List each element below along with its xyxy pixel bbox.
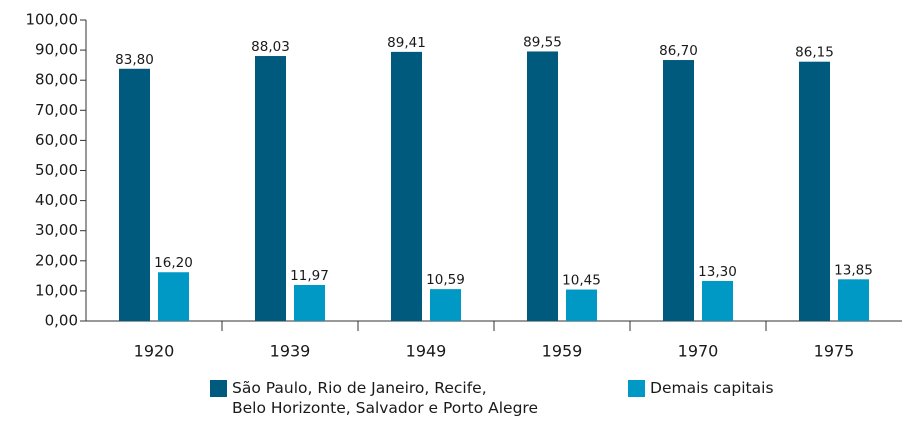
x-tick-label: 1949 bbox=[406, 342, 447, 361]
y-tick-label: 80,00 bbox=[35, 71, 78, 89]
value-label: 10,59 bbox=[426, 272, 465, 288]
bar bbox=[799, 61, 830, 321]
value-label: 83,80 bbox=[115, 52, 154, 68]
legend-item: São Paulo, Rio de Janeiro, Recife, Belo … bbox=[210, 378, 538, 418]
legend-swatch bbox=[628, 380, 646, 397]
x-tick-label: 1975 bbox=[814, 342, 855, 361]
bar bbox=[430, 289, 461, 321]
legend-swatch bbox=[210, 380, 227, 397]
x-tick-label: 1970 bbox=[678, 342, 719, 361]
bar bbox=[391, 51, 422, 321]
bar bbox=[527, 51, 558, 321]
legend: São Paulo, Rio de Janeiro, Recife, Belo … bbox=[210, 378, 774, 418]
y-tick-label: 0,00 bbox=[45, 312, 78, 330]
value-label: 13,30 bbox=[698, 264, 737, 280]
legend-label: São Paulo, Rio de Janeiro, Recife, Belo … bbox=[232, 379, 539, 417]
y-tick-label: 60,00 bbox=[35, 131, 78, 149]
y-tick-label: 20,00 bbox=[35, 251, 78, 269]
y-tick-label: 90,00 bbox=[35, 41, 78, 59]
y-tick-label: 10,00 bbox=[35, 281, 78, 299]
bar bbox=[702, 280, 733, 321]
value-label: 86,70 bbox=[659, 43, 698, 59]
y-tick-label: 30,00 bbox=[35, 221, 78, 239]
value-label: 89,55 bbox=[523, 34, 562, 50]
bar bbox=[838, 279, 869, 321]
value-label: 86,15 bbox=[795, 45, 834, 61]
x-tick-label: 1959 bbox=[542, 342, 583, 361]
bar bbox=[119, 68, 150, 322]
y-tick-label: 100,00 bbox=[26, 11, 79, 29]
y-tick-label: 40,00 bbox=[35, 191, 78, 209]
x-tick-label: 1939 bbox=[270, 342, 311, 361]
x-tick-label: 1920 bbox=[134, 342, 175, 361]
value-label: 13,85 bbox=[834, 262, 873, 278]
legend-label: Demais capitais bbox=[650, 379, 774, 397]
value-label: 10,45 bbox=[562, 273, 601, 289]
y-tick-label: 50,00 bbox=[35, 161, 78, 179]
legend-item: Demais capitais bbox=[628, 378, 774, 418]
bar bbox=[158, 272, 189, 321]
value-label: 89,41 bbox=[387, 35, 426, 51]
bar bbox=[255, 56, 286, 322]
bar bbox=[663, 60, 694, 322]
bar bbox=[294, 284, 325, 321]
bar bbox=[566, 289, 597, 321]
value-label: 11,97 bbox=[290, 268, 329, 284]
value-label: 16,20 bbox=[154, 255, 193, 271]
y-tick-label: 70,00 bbox=[35, 101, 78, 119]
value-label: 88,03 bbox=[251, 39, 290, 55]
